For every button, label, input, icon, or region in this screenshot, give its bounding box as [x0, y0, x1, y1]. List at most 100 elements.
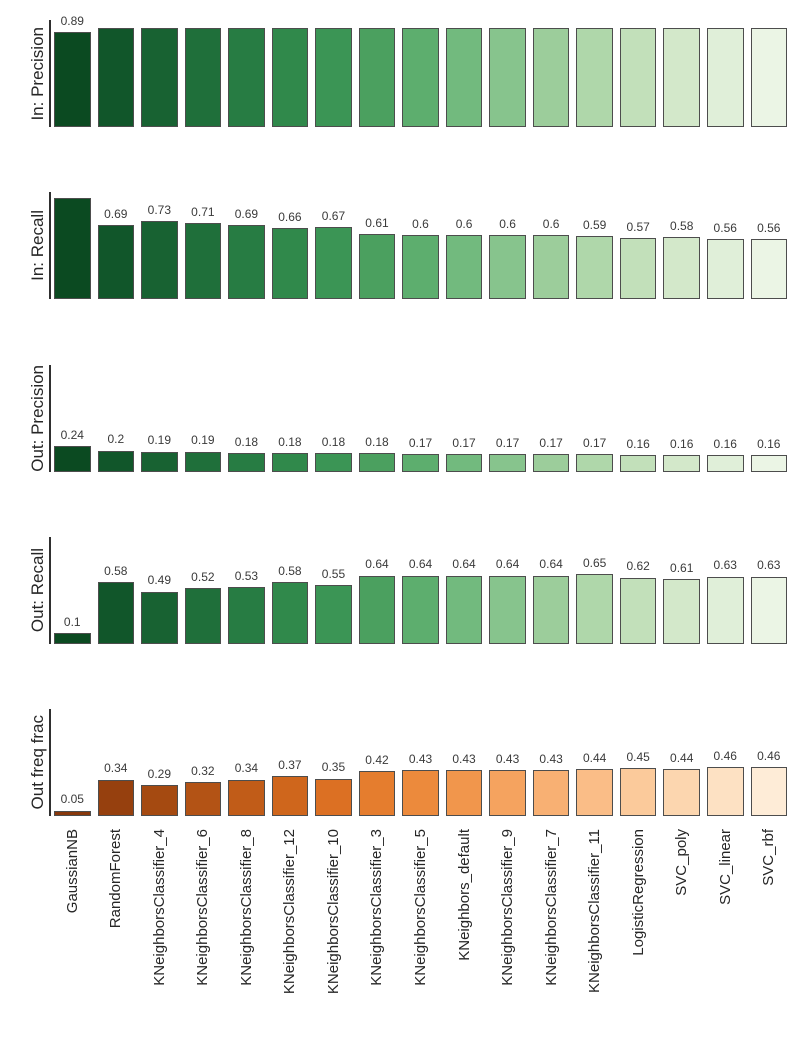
bar-slot: 0.32 [184, 709, 222, 816]
bar-slot: 0.19 [141, 365, 178, 472]
bar-slot: 0.16 [663, 365, 700, 472]
bar-value-label: 0.34 [234, 761, 259, 776]
bar-value-label: 0.57 [626, 219, 650, 234]
bar-value-label: 0.43 [539, 751, 563, 766]
bar-value-label: 0.63 [757, 558, 781, 573]
x-tick-label-LogisticRegression: LogisticRegression [629, 829, 647, 956]
bar-value-label: 0.63 [713, 558, 737, 573]
y-axis-label-box: Out: Recall [4, 537, 48, 644]
bar-value-label: 0.62 [626, 559, 650, 574]
bar-value-label: 0.45 [626, 749, 650, 764]
bar-slot: 0.56 [750, 192, 788, 299]
axes-panel-4: 0.1 0.58 0.49 0.52 0.53 0.58 0.55 0.64 0.64 0.64 0… [49, 537, 790, 644]
bar-value-label: 0.16 [757, 436, 781, 451]
bar-slot: 0.34 [228, 709, 265, 816]
bar-KNeighborsClassifier_3 [358, 452, 396, 472]
bar-slot: 0.6 [489, 192, 526, 299]
bar-slot: 0.69 [228, 192, 265, 299]
bar-slot: 0.17 [532, 365, 570, 472]
bar-KNeighborsClassifier_11 [576, 453, 613, 472]
bar-KNeighborsClassifier_4 [141, 784, 178, 816]
bar-slot: 0.58 [97, 537, 135, 644]
axes-panel-1: 0.89 [49, 14, 790, 127]
bar-KNeighborsClassifier_5 [402, 770, 439, 816]
bar-slot [532, 20, 570, 127]
bar-KNeighborsClassifier_4 [141, 27, 178, 127]
y-axis-label: Out freq frac [28, 715, 47, 810]
bar-slot: 0.6 [445, 192, 483, 299]
bar-slot: 0.43 [489, 709, 526, 816]
bar-value-label: 0.6 [499, 216, 516, 231]
bar-KNeighborsClassifier_8 [228, 779, 265, 816]
bar-value-label: 0.58 [104, 563, 128, 578]
bar-slot: 0.66 [271, 192, 309, 299]
x-tick-slot: KNeighbors_default [446, 829, 483, 1044]
y-axis-label: In: Recall [28, 210, 47, 281]
x-tick-slot: KNeighborsClassifier_3 [359, 829, 396, 1044]
bar-slot: 0.55 [315, 537, 352, 644]
x-tick-label-KNeighborsClassifier_10: KNeighborsClassifier_10 [324, 829, 342, 995]
bar-value-label: 0.55 [321, 566, 346, 581]
bar-KNeighborsClassifier_11 [576, 768, 613, 816]
bar-SVC_rbf [750, 27, 788, 127]
bar-KNeighborsClassifier_7 [532, 27, 570, 127]
bar-KNeighborsClassifier_3 [358, 27, 396, 127]
bar-GaussianNB [54, 446, 91, 472]
bar-LogisticRegression [619, 454, 657, 472]
bar-KNeighborsClassifier_9 [489, 770, 526, 816]
bar-value-label: 0.66 [278, 210, 302, 225]
bar-slot: 0.42 [358, 709, 396, 816]
bar-slot: 0.69 [97, 192, 135, 299]
bar-slot: 0.46 [706, 709, 744, 816]
bar-slot: 0.43 [532, 709, 570, 816]
bar-slot [271, 20, 309, 127]
bar-value-label: 0.44 [670, 750, 694, 765]
y-axis-label-box: Out freq frac [4, 709, 48, 816]
y-axis-label-box: In: Recall [4, 192, 48, 299]
bar-slot: 0.61 [358, 192, 396, 299]
bar-value-label: 0.58 [670, 218, 694, 233]
bar-value-label: 0.24 [60, 428, 84, 443]
y-axis-label-box: In: Precision [4, 20, 48, 127]
bars-row: 0.05 0.34 0.29 0.32 0.34 0.37 0.35 0.42 0.43 0.43… [51, 709, 790, 816]
x-tick-slot: KNeighborsClassifier_8 [228, 829, 265, 1044]
bar-KNeighborsClassifier_9 [489, 575, 526, 644]
bar-KNeighborsClassifier_4 [141, 451, 178, 472]
bar-slot [445, 20, 483, 127]
bar-slot: 0.35 [315, 709, 352, 816]
x-tick-slot: KNeighborsClassifier_7 [533, 829, 570, 1044]
bar-slot: 0.16 [706, 365, 744, 472]
bar-slot: 0.71 [184, 192, 222, 299]
bar-value-label: 0.43 [408, 751, 433, 766]
bar-slot [228, 20, 265, 127]
bar-value-label: 0.18 [234, 434, 259, 449]
bar-slot [576, 20, 613, 127]
bar-SVC_poly [663, 454, 700, 472]
bar-slot: 0.62 [619, 537, 657, 644]
bar-slot: 0.56 [706, 192, 744, 299]
x-tick-label-KNeighborsClassifier_3: KNeighborsClassifier_3 [368, 829, 386, 986]
bar-slot: 0.58 [663, 192, 700, 299]
bar-SVC_rbf [750, 576, 788, 644]
bar-KNeighborsClassifier_6 [184, 588, 222, 644]
bar-slot: 0.63 [750, 537, 788, 644]
bar-slot: 0.73 [141, 192, 178, 299]
bar-value-label: 0.49 [147, 573, 172, 588]
bar-slot [489, 20, 526, 127]
bar-KNeighborsClassifier_9 [489, 453, 526, 472]
x-tick-slot: KNeighborsClassifier_10 [315, 829, 352, 1044]
bar-KNeighborsClassifier_6 [184, 223, 222, 299]
bar-SVC_rbf [750, 454, 788, 472]
bars-row: 0.69 0.73 0.71 0.69 0.66 0.67 0.61 0.6 0.6 0.6 0.6… [51, 192, 790, 299]
bar-slot: 0.18 [358, 365, 396, 472]
bar-KNeighborsClassifier_11 [576, 574, 613, 644]
bar-SVC_poly [663, 578, 700, 644]
x-axis-labels: GaussianNB RandomForest KNeighborsClassifi… [49, 829, 790, 1044]
bar-value-label: 0.71 [191, 204, 215, 219]
bar-KNeighborsClassifier_5 [402, 234, 439, 299]
bar-value-label: 0.16 [626, 436, 650, 451]
bar-KNeighborsClassifier_10 [315, 778, 352, 816]
bar-slot: 0.19 [184, 365, 222, 472]
bar-KNeighborsClassifier_9 [489, 27, 526, 127]
bar-slot: 0.52 [184, 537, 222, 644]
